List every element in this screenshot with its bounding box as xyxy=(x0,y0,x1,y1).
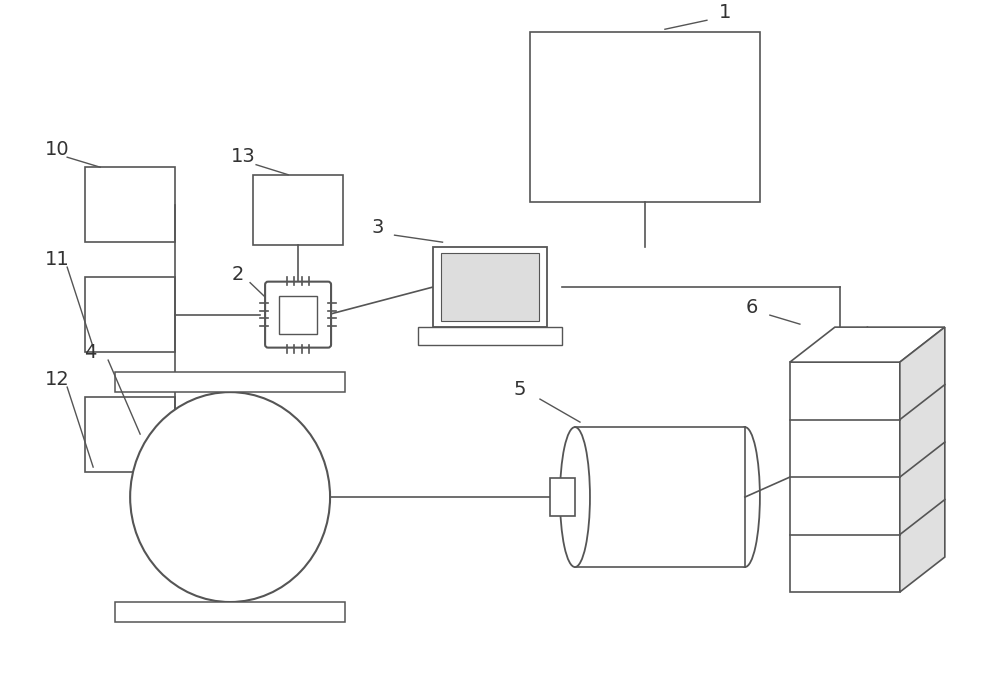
Polygon shape xyxy=(900,327,945,592)
Text: 2: 2 xyxy=(232,265,244,284)
Bar xyxy=(790,362,900,592)
Bar xyxy=(85,277,175,352)
Bar xyxy=(418,327,562,345)
FancyBboxPatch shape xyxy=(265,282,331,348)
Bar xyxy=(279,296,317,333)
Bar xyxy=(575,427,745,567)
Text: 11: 11 xyxy=(45,250,70,269)
Bar xyxy=(441,253,539,321)
Bar xyxy=(253,175,343,245)
Polygon shape xyxy=(790,327,945,362)
Text: 12: 12 xyxy=(45,370,70,389)
Bar xyxy=(115,372,345,392)
Text: 4: 4 xyxy=(84,342,96,361)
Text: 10: 10 xyxy=(45,140,69,159)
Bar xyxy=(550,478,575,516)
Ellipse shape xyxy=(730,427,760,567)
Bar xyxy=(115,602,345,622)
Bar xyxy=(85,167,175,242)
Text: 13: 13 xyxy=(231,147,255,166)
Ellipse shape xyxy=(560,427,590,567)
Text: 6: 6 xyxy=(746,297,758,316)
Bar xyxy=(85,397,175,472)
Bar xyxy=(530,32,760,202)
Text: 5: 5 xyxy=(514,380,526,398)
Text: 3: 3 xyxy=(371,218,384,237)
Bar xyxy=(433,247,547,327)
Ellipse shape xyxy=(130,392,330,602)
Text: 1: 1 xyxy=(719,3,731,22)
